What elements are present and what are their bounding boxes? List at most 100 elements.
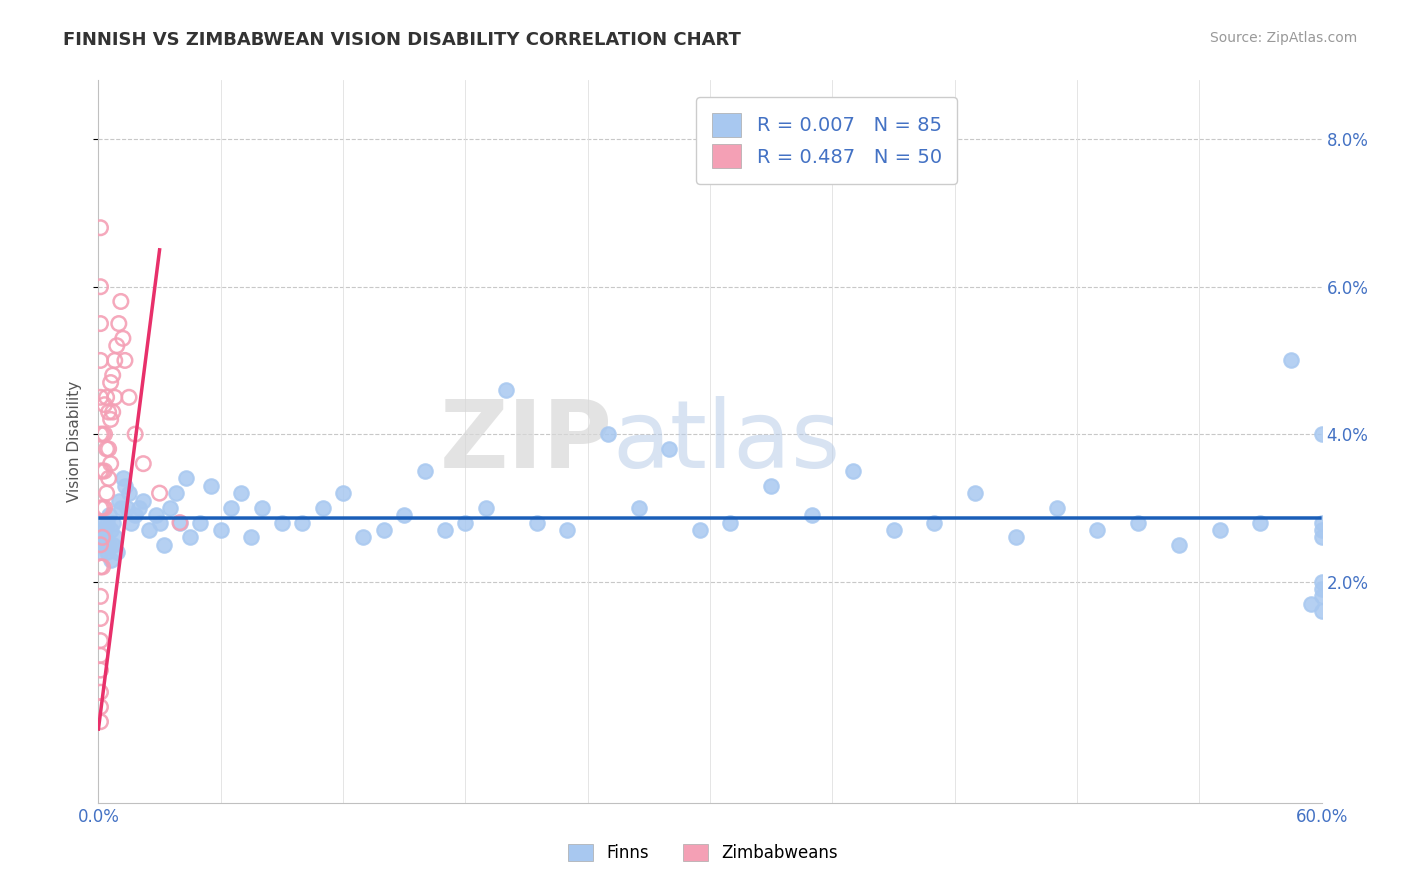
Legend: R = 0.007   N = 85, R = 0.487   N = 50: R = 0.007 N = 85, R = 0.487 N = 50 [696, 97, 957, 184]
Point [145, 508, 167, 523]
Point [291, 516, 314, 530]
Point [97, 508, 120, 523]
Point [165, 486, 187, 500]
Point [97, 405, 120, 419]
Point [89, 648, 111, 663]
Point [93, 464, 115, 478]
Point [124, 508, 146, 523]
Legend: Finns, Zimbabweans: Finns, Zimbabweans [560, 836, 846, 871]
Point [124, 427, 146, 442]
Point [1128, 516, 1150, 530]
Point [104, 353, 127, 368]
Point [627, 500, 650, 515]
Point [434, 523, 457, 537]
Point [101, 405, 124, 419]
Point [174, 471, 197, 485]
Point [89, 220, 111, 235]
Point [1310, 516, 1333, 530]
Point [91, 500, 114, 515]
Point [1209, 523, 1232, 537]
Point [89, 560, 111, 574]
Point [373, 523, 395, 537]
Point [149, 486, 172, 500]
Point [270, 516, 294, 530]
Point [89, 279, 111, 293]
Point [101, 368, 124, 383]
Point [526, 516, 548, 530]
Point [96, 486, 118, 500]
Text: FINNISH VS ZIMBABWEAN VISION DISABILITY CORRELATION CHART: FINNISH VS ZIMBABWEAN VISION DISABILITY … [63, 31, 741, 49]
Point [179, 530, 201, 544]
Point [93, 398, 115, 412]
Point [96, 442, 118, 456]
Point [91, 530, 114, 544]
Point [111, 471, 134, 485]
Point [1310, 604, 1333, 618]
Point [111, 331, 134, 345]
Point [312, 500, 335, 515]
Point [118, 486, 141, 500]
Point [200, 479, 222, 493]
Point [93, 530, 115, 544]
Point [1004, 530, 1026, 544]
Point [1301, 597, 1323, 611]
Point [598, 427, 620, 442]
Point [100, 412, 122, 426]
Point [1045, 500, 1069, 515]
Point [474, 500, 498, 515]
Point [110, 500, 132, 515]
Point [108, 493, 131, 508]
Point [454, 516, 477, 530]
Point [101, 538, 124, 552]
Point [91, 538, 114, 552]
Point [1279, 353, 1302, 368]
Point [89, 590, 111, 604]
Point [965, 486, 987, 500]
Point [89, 685, 111, 699]
Point [555, 523, 579, 537]
Point [100, 376, 122, 390]
Point [100, 457, 122, 471]
Point [128, 500, 150, 515]
Point [761, 479, 783, 493]
Point [149, 516, 172, 530]
Point [89, 353, 111, 368]
Point [841, 464, 863, 478]
Point [115, 500, 138, 515]
Point [352, 530, 374, 544]
Point [110, 294, 132, 309]
Point [658, 442, 681, 456]
Point [1085, 523, 1108, 537]
Point [91, 523, 114, 537]
Point [152, 538, 174, 552]
Point [159, 500, 181, 515]
Point [231, 486, 253, 500]
Point [101, 516, 124, 530]
Point [883, 523, 905, 537]
Point [1310, 582, 1333, 596]
Text: ZIP: ZIP [439, 395, 612, 488]
Point [108, 317, 131, 331]
Point [104, 390, 127, 404]
Point [132, 493, 155, 508]
Point [114, 479, 136, 493]
Point [118, 390, 141, 404]
Point [89, 516, 111, 530]
Point [89, 427, 111, 442]
Point [250, 500, 273, 515]
Point [89, 317, 111, 331]
Point [89, 545, 111, 559]
Point [120, 516, 142, 530]
Point [689, 523, 711, 537]
Point [105, 339, 128, 353]
Point [114, 353, 136, 368]
Point [91, 560, 114, 574]
Point [1167, 538, 1189, 552]
Point [97, 471, 120, 485]
Point [495, 383, 517, 397]
Point [89, 530, 111, 544]
Point [89, 663, 111, 677]
Point [332, 486, 354, 500]
Point [93, 427, 115, 442]
Point [1249, 516, 1271, 530]
